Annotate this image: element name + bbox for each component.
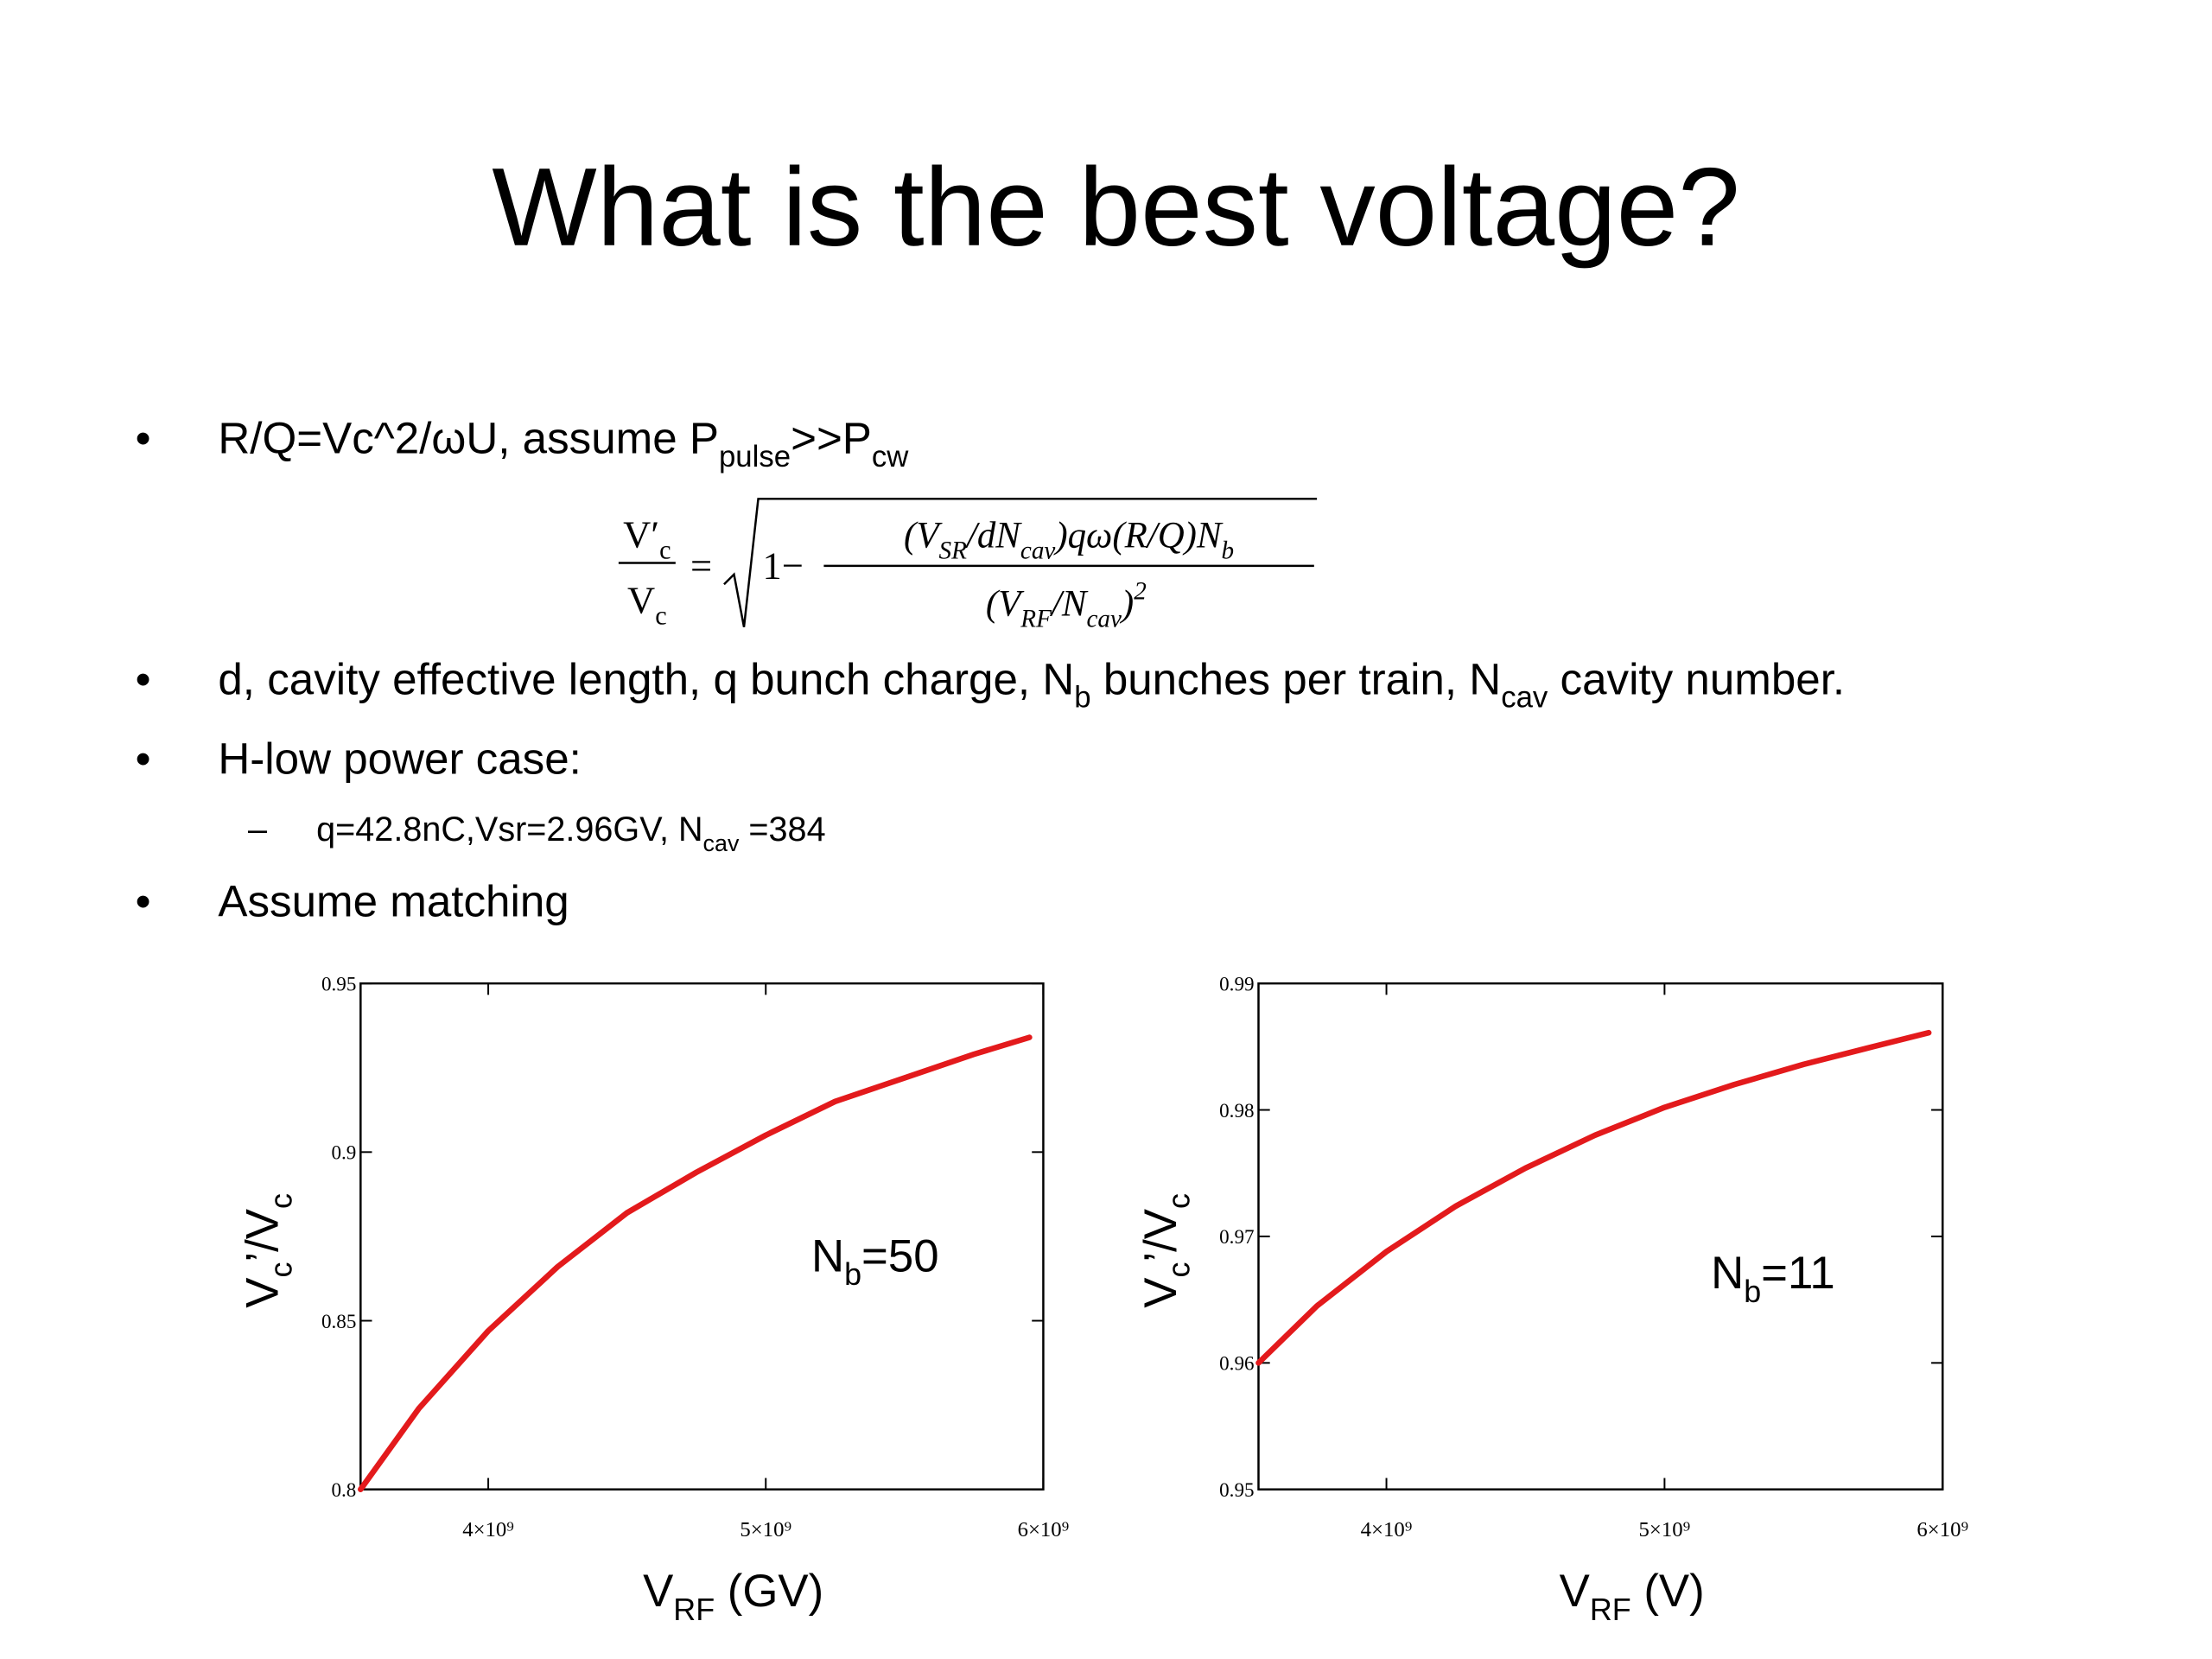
y-tick-label: 0.8 [332, 1478, 357, 1501]
y-axis-label: Vc’/Vc [1135, 1193, 1197, 1308]
bullet-marker: • [136, 414, 151, 463]
text-run: (V [986, 584, 1025, 625]
text-run: V [643, 1566, 673, 1617]
text-run: pulse [719, 441, 791, 474]
equation-lhs-denominator: Vc [627, 578, 667, 630]
y-tick-label: 0.98 [1219, 1099, 1254, 1122]
text-run: H-low power case: [218, 734, 582, 784]
bullet-marker: • [136, 877, 151, 926]
text-run: bunches per train, N [1091, 654, 1502, 703]
text-run: cav [1020, 537, 1056, 564]
bullet-text: R/Q=Vc^2/ωU, assume Ppulse>>Pcw [218, 414, 909, 474]
text-run: cavity number. [1548, 654, 1845, 703]
text-run: R/Q=Vc^2/ωU, assume P [218, 414, 719, 463]
text-run: >>P [791, 414, 872, 463]
y-tick-label: 0.9 [332, 1141, 357, 1164]
y-tick-label: 0.85 [321, 1310, 356, 1332]
text-run: /dN [965, 515, 1022, 556]
text-run: /N [1050, 584, 1089, 625]
text-run: (V) [1631, 1566, 1705, 1617]
text-run: V [1135, 1278, 1186, 1308]
bullet-text: q=42.8nC,Vsr=2.96GV, Ncav =384 [316, 810, 825, 856]
text-run: RF [1590, 1592, 1631, 1627]
text-run: =11 [1761, 1248, 1835, 1299]
text-run: c [264, 1193, 298, 1209]
bullet-marker: – [248, 810, 267, 849]
text-run: Assume matching [218, 877, 569, 926]
x-tick-label: 6×10⁹ [1916, 1518, 1968, 1541]
text-run: c [655, 601, 666, 631]
text-run: cav [703, 830, 740, 856]
text-run: 2 [1134, 577, 1147, 605]
x-tick-label: 4×10⁹ [1361, 1518, 1413, 1541]
slide-title: What is the best voltage? [492, 146, 1739, 270]
y-tick-label: 0.96 [1219, 1352, 1254, 1375]
text-run: cav [1086, 605, 1122, 632]
equation-lhs-numerator: V′c [623, 512, 671, 564]
text-run: b [1074, 682, 1090, 715]
text-run: =384 [739, 810, 825, 849]
text-run: )qω(R/Q)N [1052, 515, 1224, 556]
text-run: V [627, 578, 655, 621]
y-tick-label: 0.99 [1219, 972, 1254, 995]
equation-numerator: (VSR/dNcav)qω(R/Q)Nb [904, 515, 1234, 564]
annotation: Nb=11 [1711, 1248, 1835, 1309]
text-run: c [659, 536, 671, 565]
x-tick-label: 6×10⁹ [1018, 1518, 1070, 1541]
sqrt-sign [723, 498, 1318, 628]
text-run: b [1222, 537, 1235, 564]
text-run: V [238, 1278, 289, 1308]
data-line [1255, 1029, 1932, 1366]
bullet-text: d, cavity effective length, q bunch char… [218, 654, 1845, 714]
text-run: cw [872, 441, 909, 474]
text-run: N [1711, 1248, 1744, 1299]
equation-one-minus: 1− [762, 544, 803, 588]
text-run: RF [1020, 605, 1052, 632]
y-tick-label: 0.95 [321, 972, 356, 995]
text-run: b [1744, 1274, 1761, 1309]
data-line [358, 1034, 1033, 1493]
text-run: ’/V [1135, 1209, 1186, 1262]
text-run: V [1560, 1566, 1590, 1617]
text-run: b [844, 1257, 861, 1292]
text-run: q=42.8nC,Vsr=2.96GV, N [316, 810, 702, 849]
annotation: Nb=50 [811, 1230, 939, 1292]
text-run: ) [1119, 584, 1134, 625]
x-axis-label: VRF (GV) [643, 1566, 823, 1627]
y-axis-label: Vc’/Vc [238, 1193, 299, 1308]
text-run: ’/V [238, 1209, 289, 1262]
x-tick-label: 4×10⁹ [462, 1518, 514, 1541]
y-tick-label: 0.95 [1219, 1478, 1254, 1501]
text-run: c [264, 1262, 298, 1278]
text-run: RF [673, 1592, 715, 1627]
text-run: (V [904, 515, 943, 556]
text-run: V′ [623, 512, 659, 556]
bullet-marker: • [136, 654, 151, 703]
bullet-text: H-low power case: [218, 734, 582, 784]
x-tick-label: 5×10⁹ [1639, 1518, 1691, 1541]
plot-frame [359, 982, 1045, 1491]
equation-equals: = [690, 544, 712, 588]
equation-denominator: (VRF/Ncav)2 [986, 577, 1147, 632]
text-run: d, cavity effective length, q bunch char… [218, 654, 1074, 703]
text-run: N [811, 1230, 844, 1281]
bullet-text: Assume matching [218, 877, 569, 926]
text-run: (GV) [715, 1566, 823, 1617]
text-run: c [1162, 1193, 1197, 1209]
text-run: cav [1501, 682, 1548, 715]
x-tick-label: 5×10⁹ [740, 1518, 791, 1541]
text-run: =50 [861, 1230, 939, 1281]
bullet-marker: • [136, 734, 151, 784]
x-axis-label: VRF (V) [1560, 1566, 1705, 1627]
text-run: c [1162, 1262, 1197, 1278]
text-run: SR [939, 537, 968, 564]
y-tick-label: 0.97 [1219, 1225, 1254, 1248]
